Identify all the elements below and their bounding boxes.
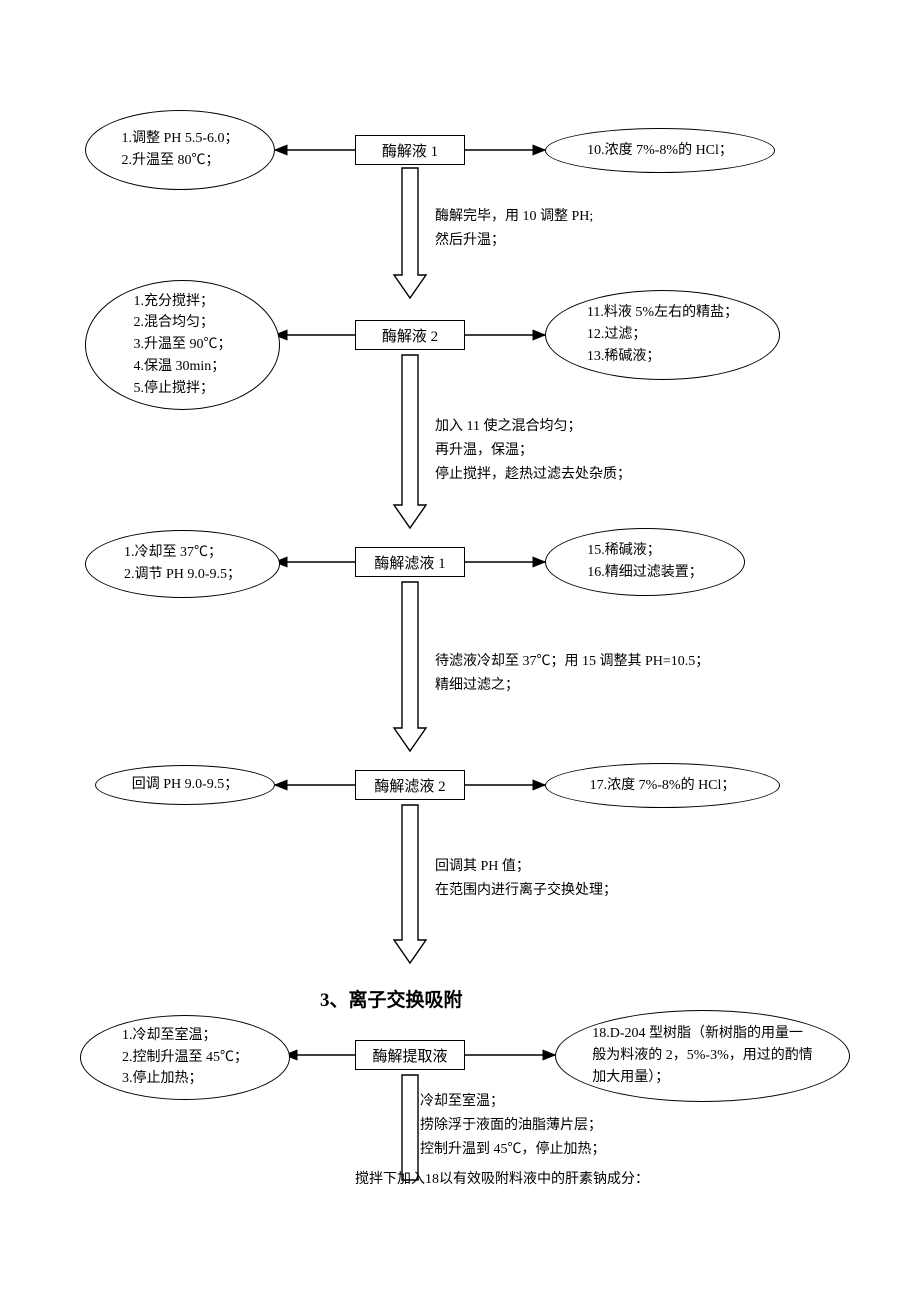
node-enzymolysis-1: 酶解液 1 — [355, 135, 465, 165]
anno-2: 加入 11 使之混合均匀； 再升温，保温； 停止搅拌，趁热过滤去处杂质； — [435, 415, 631, 486]
ellipse-2-left: 1.充分搅拌； 2.混合均匀； 3.升温至 90℃； 4.保温 30min； 5… — [85, 280, 280, 410]
anno-4: 回调其 PH 值； 在范围内进行离子交换处理； — [435, 855, 617, 903]
anno-1: 酶解完毕，用 10 调整 PH; 然后升温； — [435, 205, 593, 253]
ellipse-1-left-text: 1.调整 PH 5.5-6.0； 2.升温至 80℃； — [121, 128, 238, 171]
ellipse-5-left: 1.冷却至室温； 2.控制升温至 45℃； 3.停止加热； — [80, 1015, 290, 1100]
ellipse-5-right: 18.D-204 型树脂（新树脂的用量一 般为料液的 2，5%-3%，用过的酌情… — [555, 1010, 850, 1102]
ellipse-4-left: 回调 PH 9.0-9.5； — [95, 765, 275, 805]
ellipse-2-left-text: 1.充分搅拌； 2.混合均匀； 3.升温至 90℃； 4.保温 30min； 5… — [134, 291, 232, 399]
node-extract-label: 酶解提取液 — [372, 1045, 447, 1066]
ellipse-2-right-text: 11.料液 5%左右的精盐； 12.过滤； 13.稀碱液； — [587, 302, 738, 367]
section-heading: 3、离子交换吸附 — [320, 985, 463, 1012]
node-filtrate-1: 酶解滤液 1 — [355, 547, 465, 577]
ellipse-2-right: 11.料液 5%左右的精盐； 12.过滤； 13.稀碱液； — [545, 290, 780, 380]
ellipse-3-right: 15.稀碱液； 16.精细过滤装置； — [545, 528, 745, 596]
ellipse-3-left-text: 1.冷却至 37℃； 2.调节 PH 9.0-9.5； — [124, 542, 241, 585]
ellipse-1-right: 10.浓度 7%-8%的 HCl； — [545, 128, 775, 173]
node-enzymolysis-2-label: 酶解液 2 — [382, 325, 438, 346]
node-extract: 酶解提取液 — [355, 1040, 465, 1070]
node-enzymolysis-2: 酶解液 2 — [355, 320, 465, 350]
ellipse-4-left-text: 回调 PH 9.0-9.5； — [132, 774, 239, 796]
node-enzymolysis-1-label: 酶解液 1 — [382, 140, 438, 161]
ellipse-4-right: 17.浓度 7%-8%的 HCl； — [545, 763, 780, 808]
node-filtrate-2-label: 酶解滤液 2 — [374, 775, 445, 796]
flowchart-canvas: 1.调整 PH 5.5-6.0； 2.升温至 80℃； 酶解液 1 10.浓度 … — [0, 0, 920, 1301]
ellipse-4-right-text: 17.浓度 7%-8%的 HCl； — [590, 775, 736, 797]
node-filtrate-2: 酶解滤液 2 — [355, 770, 465, 800]
anno-5: 冷却至室温； 捞除浮于液面的油脂薄片层； 控制升温到 45℃，停止加热； — [420, 1090, 606, 1161]
node-filtrate-1-label: 酶解滤液 1 — [374, 552, 445, 573]
ellipse-1-left: 1.调整 PH 5.5-6.0； 2.升温至 80℃； — [85, 110, 275, 190]
ellipse-3-left: 1.冷却至 37℃； 2.调节 PH 9.0-9.5； — [85, 530, 280, 598]
anno-3: 待滤液冷却至 37℃；用 15 调整其 PH=10.5； 精细过滤之； — [435, 650, 709, 698]
ellipse-5-right-text: 18.D-204 型树脂（新树脂的用量一 般为料液的 2，5%-3%，用过的酌情… — [592, 1023, 813, 1088]
ellipse-1-right-text: 10.浓度 7%-8%的 HCl； — [587, 140, 733, 162]
ellipse-5-left-text: 1.冷却至室温； 2.控制升温至 45℃； 3.停止加热； — [122, 1025, 248, 1090]
ellipse-3-right-text: 15.稀碱液； 16.精细过滤装置； — [587, 540, 703, 583]
anno-6: 搅拌下加入18以有效吸附料液中的肝素钠成分： — [355, 1168, 649, 1192]
